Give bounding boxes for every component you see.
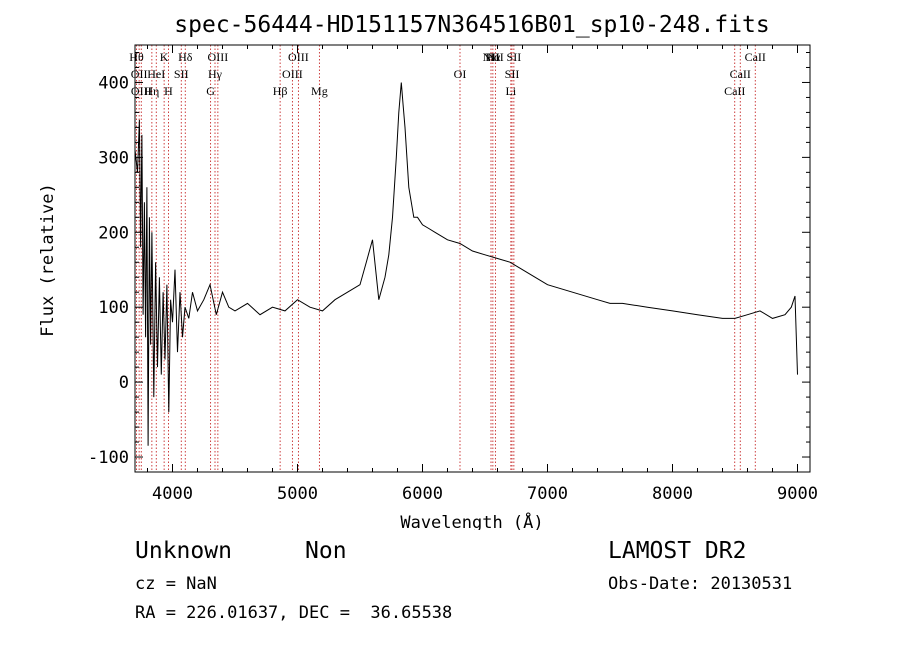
object-class: Unknown [135, 538, 232, 564]
y-tick-label-5: 400 [98, 73, 129, 93]
line-label-7: SII [174, 67, 189, 81]
y-tick-label-2: 100 [98, 298, 129, 318]
line-label-0: Hθ [129, 50, 144, 64]
chart-title: spec-56444-HD151157N364516B01_sp10-248.f… [174, 12, 769, 38]
line-label-12: Hβ [273, 84, 288, 98]
line-label-8: Hδ [178, 50, 193, 64]
line-label-14: OIII [288, 50, 309, 64]
x-tick-label-4: 8000 [652, 484, 693, 504]
line-label-17: NII [483, 50, 500, 64]
line-label-18: NII [487, 50, 504, 64]
line-label-13: OIII [282, 67, 303, 81]
observation-date: Obs-Date: 20130531 [608, 574, 793, 594]
line-label-21: SII [505, 67, 520, 81]
line-label-3: HeI [147, 67, 165, 81]
line-label-25: CaII [745, 50, 766, 64]
line-label-15: Mg [311, 84, 328, 98]
line-label-6: H [164, 84, 173, 98]
line-label-2: OIII [131, 84, 152, 98]
line-label-5: K [160, 50, 169, 64]
x-tick-label-3: 7000 [527, 484, 568, 504]
line-label-19: Hα [485, 50, 501, 64]
y-axis-label: Flux (relative) [38, 183, 58, 337]
line-label-22: SII [507, 50, 522, 64]
line-label-4: Hη [144, 84, 159, 98]
object-subclass: Non [305, 538, 347, 564]
redshift-cz: cz = NaN [135, 574, 217, 594]
plot-frame [134, 44, 811, 473]
line-label-20: Li [506, 84, 517, 98]
y-tick-label-0: -100 [88, 448, 129, 468]
x-axis-label: Wavelength (Å) [400, 511, 543, 530]
y-tick-label-3: 200 [98, 223, 129, 243]
x-tick-label-2: 6000 [402, 484, 443, 504]
spectrum-chart: spec-56444-HD151157N364516B01_sp10-248.f… [38, 12, 818, 530]
line-label-16: OI [454, 67, 467, 81]
line-label-9: G [206, 84, 215, 98]
line-label-23: CaII [724, 84, 745, 98]
plot-area: 4000 5000 6000 7000 8000 9000 -100 0 100 200 300 40… [88, 44, 818, 504]
spectrum-line [135, 82, 798, 446]
y-tick-label-1: 0 [119, 373, 129, 393]
y-tick-label-4: 300 [98, 148, 129, 168]
line-label-11: OIII [208, 50, 229, 64]
x-tick-label-5: 9000 [777, 484, 818, 504]
ra-dec-coordinates: RA = 226.01637, DEC = 36.65538 [135, 603, 453, 623]
line-label-10: Hγ [208, 67, 223, 81]
survey-name: LAMOST DR2 [608, 538, 747, 564]
x-tick-label-0: 4000 [152, 484, 193, 504]
line-label-1: OII [131, 67, 148, 81]
line-label-24: CaII [730, 67, 751, 81]
x-tick-label-1: 5000 [277, 484, 318, 504]
